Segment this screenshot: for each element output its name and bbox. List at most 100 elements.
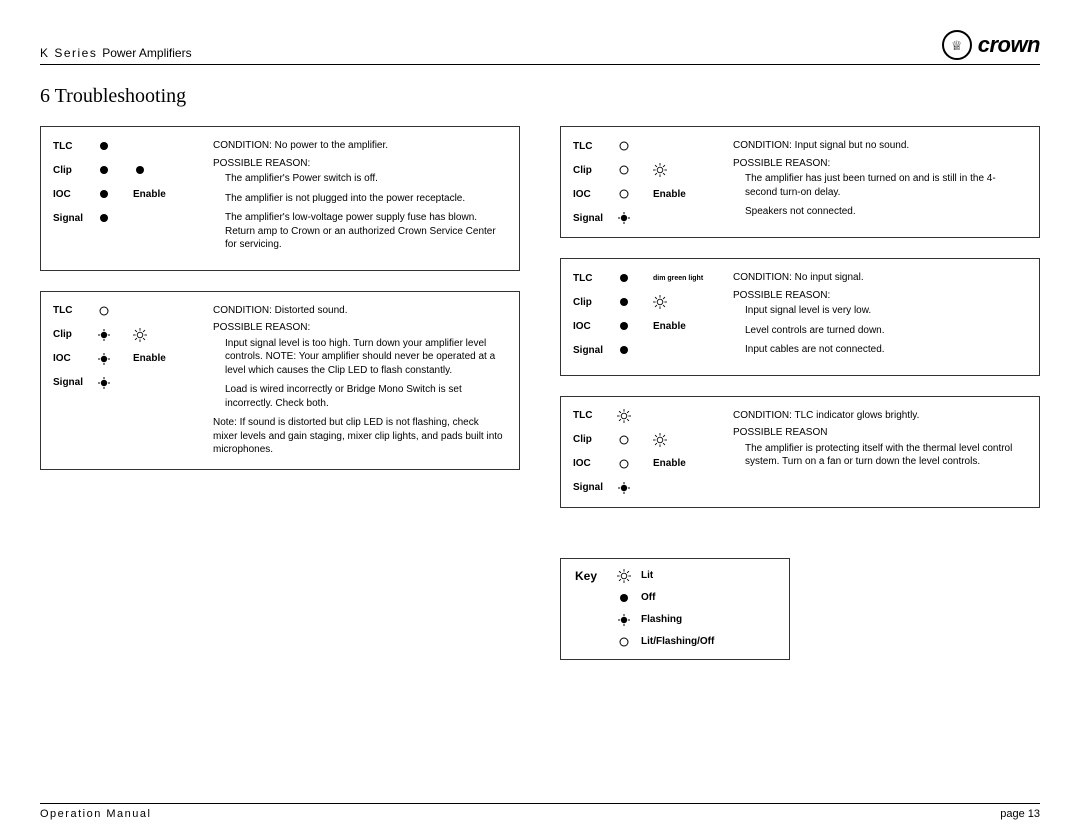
signal-label: Signal xyxy=(53,213,87,224)
enable-label: Enable xyxy=(653,189,686,200)
panel-body: CONDITION: No power to the amplifier. PO… xyxy=(213,139,505,258)
key-lit-label: Lit xyxy=(641,570,653,581)
led-open-icon xyxy=(97,304,111,318)
ioc-label: IOC xyxy=(53,353,87,364)
signal-label: Signal xyxy=(573,345,607,356)
series-name: K Series xyxy=(40,46,97,60)
tlc-label: TLC xyxy=(53,141,87,152)
page-header: K Series Power Amplifiers ♕ crown xyxy=(40,30,1040,65)
key-off-label: Off xyxy=(641,592,655,603)
ioc-label: IOC xyxy=(573,321,607,332)
panel-body: CONDITION: Distorted sound. POSSIBLE REA… xyxy=(213,304,505,457)
led-off-icon xyxy=(97,163,111,177)
indicator-block: TLC Clip IOC Enable Signal xyxy=(573,139,713,225)
dim-label: dim green light xyxy=(653,275,703,282)
left-column: TLC Clip IOC Enable Signal CONDITION: No… xyxy=(40,126,520,660)
led-off-icon xyxy=(617,319,631,333)
led-flashing-icon xyxy=(97,328,111,342)
reason-text: The amplifier is protecting itself with … xyxy=(745,442,1025,469)
indicator-block: TLC Clip IOC Enable Signal xyxy=(53,139,193,258)
led-flashing-icon xyxy=(617,481,631,495)
led-off-icon xyxy=(97,139,111,153)
reason-text: The amplifier's Power switch is off. xyxy=(225,172,505,186)
reason-text: The amplifier is not plugged into the po… xyxy=(225,192,505,206)
led-lit-icon xyxy=(133,328,147,342)
reason-text: Speakers not connected. xyxy=(745,205,1025,219)
page-footer: Operation Manual page 13 xyxy=(40,803,1040,820)
reason-text: The amplifier has just been turned on an… xyxy=(745,172,1025,199)
reason-text: Input signal level is very low. xyxy=(745,304,1025,318)
clip-label: Clip xyxy=(573,434,607,445)
led-lit-icon xyxy=(617,409,631,423)
led-off-icon xyxy=(617,343,631,357)
led-flashing-icon xyxy=(97,376,111,390)
clip-label: Clip xyxy=(53,165,87,176)
led-open-icon xyxy=(617,139,631,153)
led-off-icon xyxy=(133,163,147,177)
product-name: Power Amplifiers xyxy=(102,46,191,60)
panel-body: CONDITION: No input signal. POSSIBLE REA… xyxy=(733,271,1025,363)
led-lit-icon xyxy=(617,569,631,583)
reason-text: Input cables are not connected. xyxy=(745,343,1025,357)
section-heading: Troubleshooting xyxy=(55,85,187,107)
series-line: K Series Power Amplifiers xyxy=(40,46,192,60)
possible-reason-head: POSSIBLE REASON: xyxy=(213,321,505,335)
ioc-label: IOC xyxy=(573,189,607,200)
led-off-icon xyxy=(97,187,111,201)
panel-body: CONDITION: TLC indicator glows brightly.… xyxy=(733,409,1025,495)
tlc-label: TLC xyxy=(573,141,607,152)
led-flashing-icon xyxy=(617,211,631,225)
ioc-label: IOC xyxy=(573,458,607,469)
clip-label: Clip xyxy=(573,165,607,176)
enable-label: Enable xyxy=(133,353,166,364)
enable-label: Enable xyxy=(653,321,686,332)
enable-label: Enable xyxy=(653,458,686,469)
section-title: 6 Troubleshooting xyxy=(40,85,1040,108)
ioc-label: IOC xyxy=(53,189,87,200)
led-off-icon xyxy=(617,295,631,309)
possible-reason-head: POSSIBLE REASON: xyxy=(213,157,505,171)
led-open-icon xyxy=(617,635,631,649)
key-legend: Key Lit Off Flashing Lit/Flashing/Off xyxy=(560,558,790,660)
panel-body: CONDITION: Input signal but no sound. PO… xyxy=(733,139,1025,225)
panel-tlc-bright: TLC Clip IOC Enable Signal CONDITION: TL… xyxy=(560,396,1040,508)
reason-text: Load is wired incorrectly or Bridge Mono… xyxy=(225,383,505,410)
possible-reason-head: POSSIBLE REASON xyxy=(733,426,1025,440)
indicator-block: TLC Clip IOC Enable Signal xyxy=(573,409,713,495)
led-open-icon xyxy=(617,187,631,201)
tlc-label: TLC xyxy=(573,410,607,421)
note-text: Note: If sound is distorted but clip LED… xyxy=(213,416,505,457)
indicator-block: TLC dim green light Clip IOC Enable Sign… xyxy=(573,271,713,363)
key-flashing-label: Flashing xyxy=(641,614,682,625)
condition-text: CONDITION: No power to the amplifier. xyxy=(213,139,505,153)
reason-text: The amplifier's low-voltage power supply… xyxy=(225,211,505,252)
brand-logo: ♕ crown xyxy=(942,30,1040,60)
key-open-label: Lit/Flashing/Off xyxy=(641,636,714,647)
tlc-label: TLC xyxy=(573,273,607,284)
led-off-icon xyxy=(617,271,631,285)
section-number: 6 xyxy=(40,85,50,107)
led-open-icon xyxy=(617,163,631,177)
led-open-icon xyxy=(617,457,631,471)
right-column: TLC Clip IOC Enable Signal CONDITION: In… xyxy=(560,126,1040,660)
condition-text: CONDITION: No input signal. xyxy=(733,271,1025,285)
panel-distorted: TLC Clip IOC Enable Signal CONDITION: Di… xyxy=(40,291,520,470)
led-off-icon xyxy=(617,591,631,605)
clip-label: Clip xyxy=(573,297,607,308)
enable-label: Enable xyxy=(133,189,166,200)
signal-label: Signal xyxy=(573,213,607,224)
footer-right: page 13 xyxy=(1000,808,1040,820)
condition-text: CONDITION: TLC indicator glows brightly. xyxy=(733,409,1025,423)
reason-text: Input signal level is too high. Turn dow… xyxy=(225,337,505,378)
key-title: Key xyxy=(575,569,597,649)
indicator-block: TLC Clip IOC Enable Signal xyxy=(53,304,193,457)
led-lit-icon xyxy=(653,163,667,177)
clip-label: Clip xyxy=(53,329,87,340)
condition-text: CONDITION: Input signal but no sound. xyxy=(733,139,1025,153)
led-flashing-icon xyxy=(617,613,631,627)
brand-text: crown xyxy=(978,32,1040,58)
led-open-icon xyxy=(617,433,631,447)
possible-reason-head: POSSIBLE REASON: xyxy=(733,289,1025,303)
led-flashing-icon xyxy=(97,352,111,366)
led-lit-icon xyxy=(653,295,667,309)
